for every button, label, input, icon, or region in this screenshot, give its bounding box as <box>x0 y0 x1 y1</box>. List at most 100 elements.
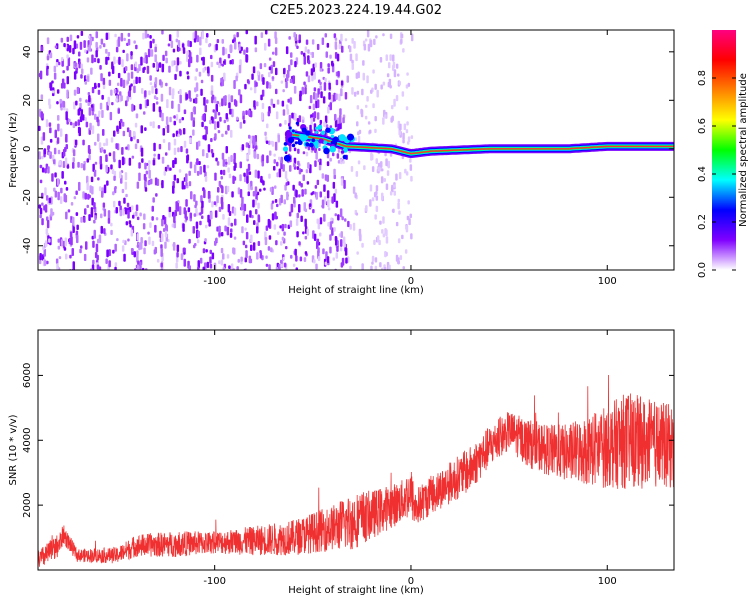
x-tick-label: 0 <box>408 576 414 587</box>
spectrogram-cell <box>233 80 236 89</box>
spectrogram-cell <box>293 196 296 204</box>
spectrogram-cell <box>266 155 269 164</box>
spectrogram-cell <box>288 122 291 127</box>
spectrogram-cell <box>380 161 383 168</box>
spectrogram-cell <box>360 108 363 115</box>
spectrogram-cell <box>329 102 332 111</box>
spectrogram-cell <box>102 129 105 136</box>
spectrogram-cell <box>100 73 103 82</box>
x-tick-label: 100 <box>598 576 617 587</box>
spectrogram-cell <box>370 89 373 94</box>
spectrogram-cell <box>130 64 134 71</box>
spectrogram-cell <box>385 54 388 61</box>
spectrogram-cell <box>384 152 387 157</box>
spectrogram-cell <box>404 168 407 174</box>
spectrogram-cell <box>181 43 185 48</box>
spectrogram-cell <box>118 159 121 169</box>
spectrogram-cell <box>402 132 405 140</box>
spectrogram-cell <box>165 116 169 125</box>
spectrogram-cell <box>227 204 231 213</box>
spectrogram-cell <box>267 111 271 117</box>
spectrogram-cell <box>53 147 57 155</box>
spectrogram-cell <box>175 262 178 269</box>
spectrogram-cell <box>140 56 143 66</box>
spectrogram-cell <box>62 269 64 270</box>
spectrogram-cell <box>181 180 185 190</box>
spectrogram-cell <box>112 151 116 160</box>
spectrogram-cell <box>223 119 227 124</box>
spectrogram-cell <box>240 256 243 262</box>
spectrogram-cell <box>362 60 365 66</box>
spectrogram-cell <box>208 43 211 48</box>
spectrogram-cell <box>384 251 387 258</box>
spectrogram-cell <box>199 220 202 226</box>
spectrogram-cell <box>211 152 215 158</box>
spectrogram-cell <box>136 264 140 270</box>
spectrogram-cell <box>97 113 101 118</box>
spectrogram-cell <box>177 103 181 113</box>
spectrogram-cell <box>300 215 303 222</box>
spectrogram-cell <box>204 125 207 130</box>
spectrogram-cell <box>282 109 286 116</box>
spectrogram-cell <box>379 220 382 225</box>
spectrogram-cell <box>189 161 193 169</box>
spectrogram-cell <box>93 169 97 177</box>
spectrogram-cell <box>60 107 63 111</box>
spectrogram-cell <box>220 169 223 175</box>
spectrogram-cell <box>382 233 386 238</box>
spectrogram-cell <box>82 139 85 146</box>
spectrogram-cell <box>410 175 413 182</box>
spectrogram-cell <box>196 141 199 150</box>
spectrogram-cell <box>395 95 399 102</box>
spectrogram-cell <box>193 164 197 174</box>
spectrogram-cell <box>58 256 62 260</box>
spectrogram-cell <box>49 82 52 89</box>
spectrogram-cell <box>287 69 290 78</box>
spectrogram-cell <box>296 45 299 49</box>
spectrogram-cell <box>382 216 385 224</box>
spectrogram-cell <box>173 115 176 119</box>
spectrogram-cell <box>319 217 323 225</box>
spectrogram-cell <box>369 39 373 48</box>
spectrogram-cell <box>108 249 111 257</box>
spectrogram-cell <box>261 112 264 121</box>
spectrogram-cell <box>121 147 124 155</box>
spectrogram-cell <box>136 244 140 248</box>
spectrogram-cell <box>374 116 377 122</box>
spectrogram-cell <box>319 232 322 237</box>
spectrogram-cell <box>295 189 298 198</box>
spectrogram-cell <box>115 143 118 149</box>
spectrogram-cell <box>154 246 157 254</box>
spectrogram-cell <box>59 128 63 137</box>
spectrogram-cell <box>335 200 339 208</box>
spectrogram-cell <box>97 177 100 181</box>
spectrogram-cell <box>148 90 151 96</box>
spectrogram-cell <box>122 239 125 244</box>
spectrogram-cell <box>306 181 310 185</box>
spectrogram-cell <box>114 266 117 270</box>
spectrogram-cell <box>145 170 149 175</box>
spectrogram-cell <box>317 256 321 262</box>
spectrogram-cell <box>246 214 249 223</box>
spectrogram-cell <box>371 155 374 159</box>
spectrogram-cell <box>48 238 51 243</box>
spectrogram-cell <box>337 70 340 77</box>
spectrogram-cell <box>103 184 107 194</box>
spectrogram-cell <box>82 191 85 199</box>
spectrogram-cell <box>62 70 65 74</box>
spectrogram-cell <box>202 67 205 73</box>
spectrogram-cell <box>198 161 201 165</box>
colorbar-gradient <box>712 30 736 270</box>
spectrogram-cell <box>216 161 220 166</box>
spectrogram-cell <box>202 113 205 121</box>
spectrogram-cell <box>205 249 208 253</box>
spectrogram-cell <box>120 77 123 87</box>
spectrogram-cell <box>240 46 243 51</box>
spectrogram-cell <box>333 174 336 180</box>
spectrogram-cell <box>376 235 380 243</box>
spectrogram-cell <box>197 230 200 238</box>
spectrogram-cell <box>278 168 282 178</box>
spectrogram-cell <box>318 148 321 151</box>
spectrogram-cell <box>138 172 141 182</box>
spectrogram-cell <box>280 263 283 268</box>
